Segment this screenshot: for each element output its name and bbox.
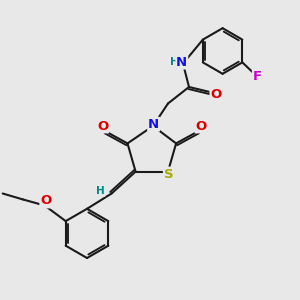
Text: H: H [96, 186, 105, 196]
Text: H: H [170, 57, 179, 67]
Text: O: O [210, 88, 222, 101]
Text: O: O [97, 119, 108, 133]
Text: N: N [176, 56, 188, 69]
Text: F: F [253, 70, 262, 83]
Text: O: O [40, 194, 52, 208]
Text: O: O [195, 119, 207, 133]
Text: N: N [148, 118, 159, 131]
Text: S: S [164, 167, 173, 181]
